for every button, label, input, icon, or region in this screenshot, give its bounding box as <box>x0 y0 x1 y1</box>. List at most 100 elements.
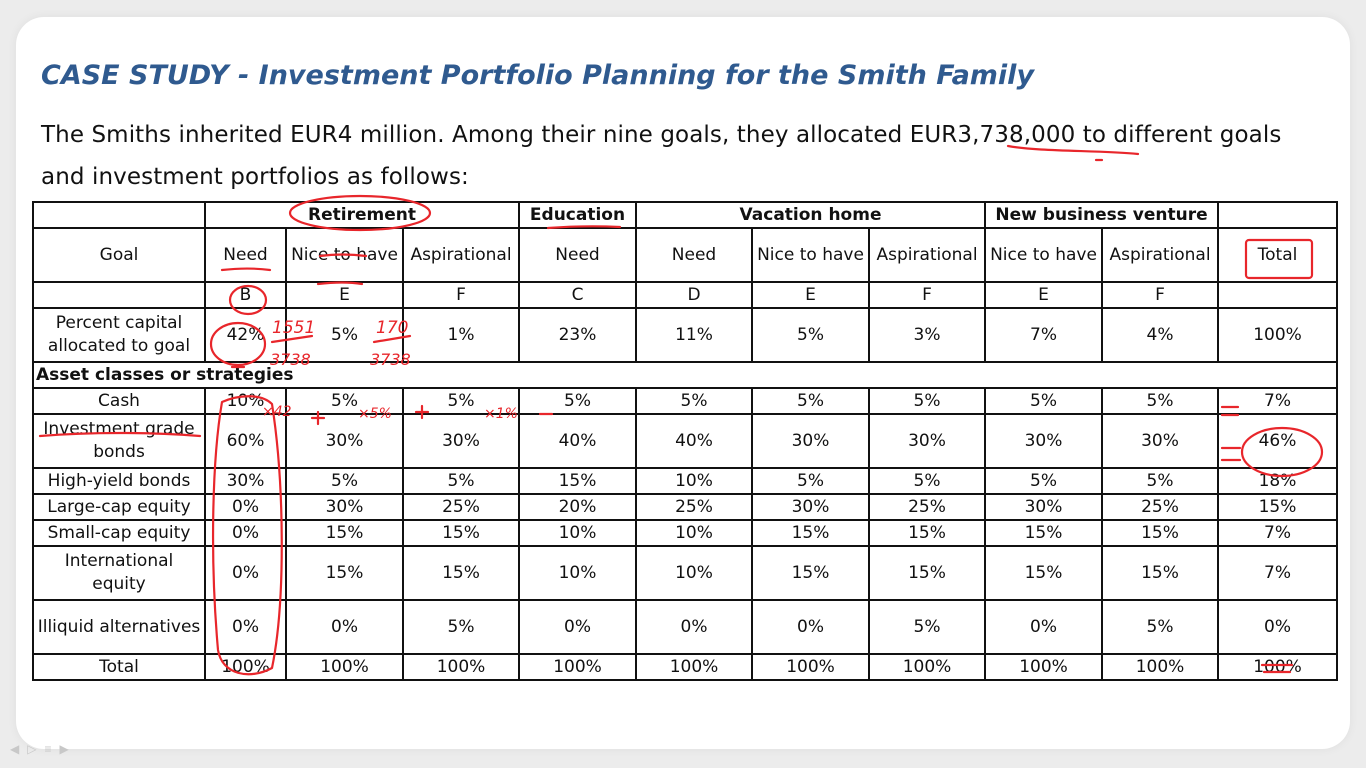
table-row: Total 100% 100% 100% 100% 100% 100% 100% 100% 100… <box>32 653 1339 681</box>
table-cell: 5% <box>285 387 404 415</box>
table-cell: 5% <box>1101 467 1220 495</box>
code-cell: E <box>285 281 404 309</box>
table-cell: 7% <box>1217 387 1339 415</box>
table-cell: 5% <box>868 599 987 655</box>
table-cell: 100% <box>285 653 404 681</box>
table-cell: 40% <box>635 413 754 469</box>
percent-cell: 7% <box>984 307 1104 363</box>
table-cell: 10% <box>635 545 754 601</box>
table-cell: 15% <box>868 545 987 601</box>
section-label: Asset classes or strategies <box>31 361 1339 389</box>
table-cell: 30% <box>984 413 1104 469</box>
prev-icon[interactable]: ◀ <box>10 742 20 756</box>
table-cell: 30% <box>984 493 1104 521</box>
goal-cell: Need <box>635 227 754 283</box>
goal-cell: Aspirational <box>868 227 987 283</box>
group-header-retirement: Retirement <box>203 201 521 229</box>
table-cell: 46% <box>1217 413 1339 469</box>
table-cell: 15% <box>518 467 638 495</box>
table-cell: 0% <box>204 493 287 521</box>
table-cell: 10% <box>635 467 754 495</box>
percent-cell: 1% <box>401 307 521 363</box>
percent-cell: 4% <box>1101 307 1220 363</box>
code-row: B E F C D E F E F <box>32 281 1339 309</box>
table-cell: 0% <box>204 519 287 547</box>
percent-cell: 11% <box>635 307 754 363</box>
percent-cell: 5% <box>285 307 404 363</box>
table-cell: 60% <box>204 413 287 469</box>
table-cell: 100% <box>518 653 638 681</box>
table-cell: 100% <box>751 653 871 681</box>
row-label: Total <box>32 653 206 681</box>
code-cell: F <box>401 281 521 309</box>
goal-cell: Nice to have <box>751 227 871 283</box>
table-cell: 5% <box>285 467 404 495</box>
table-row: Illiquid alternatives 0% 0% 5% 0% 0% 0% 5% 0% 5% 0… <box>32 599 1339 655</box>
table-cell: 5% <box>518 387 638 415</box>
table-cell: 5% <box>401 387 521 415</box>
table-row: Large-cap equity 0% 30% 25% 20% 25% 30% 25% 30% 2… <box>32 493 1339 521</box>
allocation-table: Retirement Education Vacation home New b… <box>31 201 1339 681</box>
code-cell: F <box>1101 281 1220 309</box>
table-cell: 5% <box>868 387 987 415</box>
goal-cell: Total <box>1217 227 1339 283</box>
percent-cell: 23% <box>518 307 638 363</box>
table-cell: 15% <box>984 545 1104 601</box>
table-cell: 5% <box>868 467 987 495</box>
table-cell: 25% <box>635 493 754 521</box>
table-cell: 30% <box>204 467 287 495</box>
code-cell: B <box>204 281 287 309</box>
table-cell: 25% <box>401 493 521 521</box>
next-icon[interactable]: ▶ <box>59 742 69 756</box>
code-cell: C <box>518 281 638 309</box>
slide-nav: ◀ ▷ ≡ ▶ <box>10 742 69 756</box>
table-cell: 10% <box>518 519 638 547</box>
table-cell: 5% <box>1101 387 1220 415</box>
row-label: International equity <box>32 545 206 601</box>
table-cell: 10% <box>204 387 287 415</box>
group-header-total-empty <box>1217 201 1339 229</box>
group-header-vacation-home: Vacation home <box>635 201 987 229</box>
table-cell: 15% <box>285 545 404 601</box>
table-cell: 100% <box>401 653 521 681</box>
goal-cell: Need <box>204 227 287 283</box>
table-cell: 40% <box>518 413 638 469</box>
row-label: Illiquid alternatives <box>32 599 206 655</box>
table-cell: 100% <box>1217 653 1339 681</box>
group-header-empty <box>32 201 206 229</box>
table-cell: 0% <box>751 599 871 655</box>
row-label: Cash <box>32 387 206 415</box>
section-row: Asset classes or strategies <box>31 361 1339 389</box>
table-cell: 30% <box>285 493 404 521</box>
code-cell: D <box>635 281 754 309</box>
table-cell: 5% <box>401 467 521 495</box>
table-cell: 0% <box>204 599 287 655</box>
table-cell: 15% <box>401 545 521 601</box>
table-cell: 5% <box>751 387 871 415</box>
table-row: Investment grade bonds 60% 30% 30% 40% 40% 30%… <box>32 413 1339 469</box>
asset-rows: Cash 10% 5% 5% 5% 5% 5% 5% 5% 5% 7% Investment grad… <box>32 387 1339 681</box>
percent-cell: 100% <box>1217 307 1339 363</box>
table-cell: 10% <box>635 519 754 547</box>
goal-cell: Nice to have <box>285 227 404 283</box>
table-row: Small-cap equity 0% 15% 15% 10% 10% 15% 15% 15% 1… <box>32 519 1339 547</box>
table-cell: 5% <box>401 599 521 655</box>
table-cell: 15% <box>1217 493 1339 521</box>
table-cell: 15% <box>1101 545 1220 601</box>
table-cell: 15% <box>401 519 521 547</box>
table-cell: 0% <box>518 599 638 655</box>
table-cell: 15% <box>285 519 404 547</box>
table-cell: 100% <box>204 653 287 681</box>
table-cell: 100% <box>984 653 1104 681</box>
table-cell: 25% <box>1101 493 1220 521</box>
row-label: Investment grade bonds <box>32 413 206 469</box>
code-cell: E <box>984 281 1104 309</box>
table-cell: 0% <box>984 599 1104 655</box>
group-header-education: Education <box>518 201 638 229</box>
table-cell: 0% <box>204 545 287 601</box>
table-cell: 7% <box>1217 519 1339 547</box>
menu-icon[interactable]: ≡ <box>44 742 52 756</box>
play-icon[interactable]: ▷ <box>27 742 37 756</box>
percent-label: Percent capital allocated to goal <box>32 307 206 363</box>
goal-cell: Aspirational <box>401 227 521 283</box>
